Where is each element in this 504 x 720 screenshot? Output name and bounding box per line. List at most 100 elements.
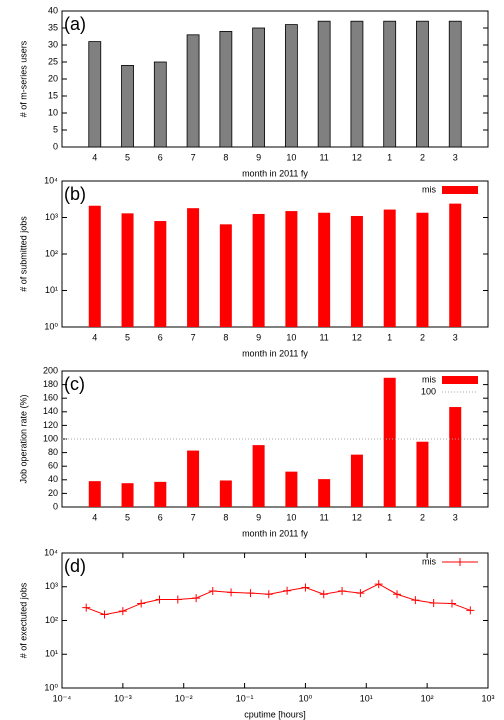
x-axis-label: cputime [hours]: [244, 709, 306, 719]
x-tick-label: 8: [223, 512, 228, 522]
bar: [187, 450, 200, 507]
x-tick-label: 12: [352, 152, 362, 162]
legend-sample: [442, 376, 478, 384]
bar: [318, 212, 331, 327]
x-tick-label: 4: [92, 512, 97, 522]
point-marker: [82, 603, 91, 612]
x-tick-label: 9: [256, 332, 261, 342]
point-marker: [356, 589, 365, 598]
x-tick-label: 10³: [481, 693, 494, 703]
y-tick-label: 10⁰: [44, 682, 58, 692]
x-tick-label: 10⁻¹: [236, 693, 254, 703]
point-marker: [447, 599, 456, 608]
x-tick-label: 4: [92, 332, 97, 342]
point-marker: [173, 595, 182, 604]
y-tick-label: 10²: [45, 248, 58, 258]
y-axis-label: Job operation rate (%): [18, 394, 28, 483]
y-tick-label: 120: [43, 420, 58, 430]
bar: [252, 213, 265, 327]
point-marker: [155, 595, 164, 604]
point-marker: [192, 594, 201, 603]
bar: [252, 445, 265, 507]
bar: [285, 211, 298, 327]
panel-annotation: (c): [64, 374, 85, 394]
x-axis-label: month in 2011 fy: [242, 348, 308, 358]
x-axis-label: month in 2011 fy: [242, 528, 308, 538]
point-marker: [283, 586, 292, 595]
bar: [416, 212, 429, 327]
bar: [219, 224, 232, 327]
y-tick-label: 10⁰: [44, 321, 58, 331]
bar: [350, 20, 364, 148]
bar: [186, 34, 200, 148]
bar: [317, 20, 331, 148]
bar: [383, 377, 396, 507]
point-marker: [429, 599, 438, 607]
bar: [88, 481, 101, 507]
point-marker: [118, 607, 127, 616]
y-tick-label: 5: [53, 124, 58, 134]
x-tick-label: 1: [387, 512, 392, 522]
x-tick-label: 5: [125, 152, 130, 162]
y-tick-label: 15: [48, 90, 58, 100]
bar: [284, 24, 298, 148]
x-tick-label: 3: [453, 152, 458, 162]
x-tick-label: 2: [420, 512, 425, 522]
bar: [350, 454, 363, 507]
y-tick-label: 35: [48, 22, 58, 32]
point-marker: [411, 596, 420, 605]
bar: [154, 481, 167, 507]
x-tick-label: 10²: [421, 693, 434, 703]
y-tick-label: 10¹: [45, 649, 58, 659]
bar: [448, 20, 462, 148]
y-tick-label: 40: [48, 5, 58, 15]
x-tick-label: 10⁻⁴: [53, 693, 72, 703]
data-line: [86, 583, 471, 616]
bar: [252, 27, 266, 148]
x-tick-label: 6: [158, 152, 163, 162]
x-tick-label: 10: [286, 512, 296, 522]
legend-label: 100: [421, 386, 436, 396]
y-tick-label: 25: [48, 56, 58, 66]
y-tick-label: 100: [43, 433, 58, 443]
x-tick-label: 4: [92, 152, 97, 162]
y-tick-label: 10⁴: [44, 175, 58, 185]
legend-label: mis: [422, 184, 436, 194]
point-marker: [466, 606, 475, 615]
x-tick-label: 3: [453, 332, 458, 342]
y-tick-label: 200: [43, 365, 58, 375]
x-tick-label: 8: [223, 332, 228, 342]
x-tick-label: 6: [158, 512, 163, 522]
x-axis-label: month in 2011 fy: [242, 168, 308, 178]
y-tick-label: 20: [48, 488, 58, 498]
x-tick-label: 12: [352, 332, 362, 342]
point-marker: [208, 586, 217, 595]
point-marker: [264, 590, 273, 599]
bar: [350, 215, 363, 327]
bar: [153, 61, 167, 148]
y-tick-label: 140: [43, 406, 58, 416]
x-tick-label: 10⁻³: [114, 693, 132, 703]
bar: [416, 20, 429, 148]
legend-sample: [442, 186, 478, 194]
point-marker: [137, 599, 146, 608]
y-tick-label: 10¹: [45, 285, 58, 295]
y-tick-label: 10²: [45, 615, 58, 625]
bar: [383, 209, 396, 327]
legend-label: mis: [422, 374, 436, 384]
x-tick-label: 1: [387, 152, 392, 162]
bar: [154, 221, 167, 327]
bar: [219, 30, 233, 148]
point-marker: [100, 610, 109, 619]
x-tick-label: 10⁻²: [175, 693, 193, 703]
bar: [88, 41, 102, 148]
x-tick-label: 2: [420, 152, 425, 162]
x-tick-label: 6: [158, 332, 163, 342]
x-tick-label: 10: [286, 332, 296, 342]
bar: [285, 471, 298, 507]
x-tick-label: 1: [387, 332, 392, 342]
x-tick-label: 5: [125, 332, 130, 342]
y-tick-label: 10: [48, 107, 58, 117]
x-tick-label: 5: [125, 512, 130, 522]
